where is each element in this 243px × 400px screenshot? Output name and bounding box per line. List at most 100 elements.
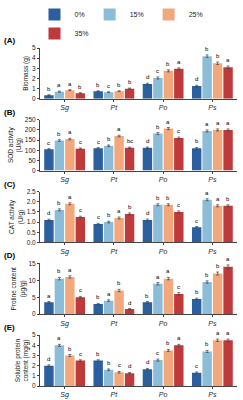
- svg-text:b: b: [57, 131, 61, 137]
- svg-text:b: b: [195, 138, 199, 144]
- svg-text:Po: Po: [159, 176, 168, 183]
- svg-text:a: a: [68, 194, 72, 200]
- svg-text:b: b: [156, 124, 160, 130]
- svg-text:b: b: [57, 268, 61, 274]
- svg-text:a: a: [166, 268, 170, 274]
- svg-text:a: a: [177, 335, 181, 341]
- svg-text:c: c: [107, 83, 110, 89]
- svg-text:b: b: [205, 46, 209, 52]
- svg-text:a: a: [107, 291, 111, 297]
- svg-text:5: 5: [32, 294, 36, 301]
- svg-text:4: 4: [32, 54, 36, 61]
- svg-text:b: b: [145, 293, 149, 299]
- svg-text:Po: Po: [159, 248, 168, 255]
- svg-text:Proline content(μg/g): Proline content(μg/g): [10, 267, 26, 311]
- svg-text:c: c: [177, 202, 180, 208]
- svg-text:Biomass (g): Biomass (g): [22, 56, 30, 91]
- svg-text:c: c: [79, 139, 82, 145]
- svg-text:b: b: [68, 346, 72, 352]
- svg-text:Pt: Pt: [111, 248, 119, 255]
- svg-text:a: a: [205, 190, 209, 196]
- svg-text:0.5: 0.5: [27, 229, 36, 236]
- svg-text:b: b: [216, 263, 220, 269]
- svg-text:50: 50: [28, 157, 36, 164]
- svg-text:(B): (B): [4, 108, 15, 117]
- svg-text:5: 5: [32, 331, 36, 338]
- svg-text:b: b: [78, 84, 82, 90]
- svg-text:SOD activity(U/g): SOD activity(U/g): [7, 127, 23, 164]
- svg-text:Ps: Ps: [208, 176, 217, 183]
- svg-text:Sg: Sg: [60, 391, 69, 399]
- svg-text:Sg: Sg: [60, 104, 69, 112]
- svg-text:a: a: [205, 121, 209, 127]
- svg-text:c: c: [97, 139, 100, 145]
- svg-text:0: 0: [32, 95, 36, 102]
- svg-text:b: b: [96, 294, 100, 300]
- svg-text:3: 3: [32, 65, 36, 72]
- svg-text:15: 15: [28, 260, 36, 267]
- svg-text:a: a: [68, 267, 72, 273]
- svg-text:a: a: [216, 196, 220, 202]
- svg-text:b: b: [57, 200, 61, 206]
- svg-text:0: 0: [32, 310, 36, 317]
- svg-text:a: a: [47, 293, 51, 299]
- svg-text:Soluble proteincontent (mg/g): Soluble proteincontent (mg/g): [14, 339, 30, 383]
- svg-text:b: b: [226, 196, 230, 202]
- svg-text:a: a: [226, 256, 230, 262]
- svg-text:b: b: [107, 212, 111, 218]
- svg-text:a: a: [226, 57, 230, 63]
- svg-text:1: 1: [32, 85, 36, 92]
- svg-text:Ps: Ps: [208, 104, 217, 111]
- svg-text:Pt: Pt: [111, 104, 119, 111]
- svg-text:bc: bc: [127, 138, 133, 144]
- svg-text:a: a: [117, 126, 121, 132]
- svg-text:a: a: [226, 120, 230, 126]
- svg-text:c: c: [79, 207, 82, 213]
- svg-text:150: 150: [25, 136, 36, 143]
- svg-text:(E): (E): [4, 323, 15, 332]
- svg-text:c: c: [47, 140, 50, 146]
- svg-text:c: c: [177, 128, 180, 134]
- svg-text:b: b: [96, 351, 100, 357]
- svg-text:1.5: 1.5: [27, 208, 36, 215]
- svg-text:(D): (D): [4, 251, 15, 260]
- svg-text:b: b: [107, 360, 111, 366]
- svg-text:c: c: [156, 68, 159, 74]
- svg-text:Sg: Sg: [60, 320, 69, 328]
- svg-text:(C): (C): [4, 180, 15, 189]
- svg-text:a: a: [177, 59, 181, 65]
- svg-text:4: 4: [32, 342, 36, 349]
- svg-text:Po: Po: [159, 104, 168, 111]
- svg-text:b: b: [96, 82, 100, 88]
- svg-text:Po: Po: [159, 391, 168, 398]
- svg-text:a: a: [117, 208, 121, 214]
- svg-text:a: a: [156, 274, 160, 280]
- svg-text:(A): (A): [4, 36, 15, 45]
- svg-text:2.5: 2.5: [27, 188, 36, 195]
- svg-text:b: b: [195, 289, 199, 295]
- svg-text:Pt: Pt: [111, 320, 119, 327]
- svg-text:b: b: [128, 204, 132, 210]
- svg-text:250: 250: [25, 116, 36, 123]
- svg-text:0.0: 0.0: [27, 239, 36, 246]
- svg-text:d: d: [128, 363, 131, 369]
- svg-text:25%: 25%: [189, 11, 203, 18]
- svg-text:b: b: [166, 195, 170, 201]
- svg-text:2.0: 2.0: [27, 198, 36, 205]
- svg-text:c: c: [97, 214, 100, 220]
- svg-text:d: d: [146, 138, 149, 144]
- svg-text:b: b: [128, 79, 132, 85]
- svg-text:d: d: [146, 74, 149, 80]
- svg-text:b: b: [216, 53, 220, 59]
- svg-text:0: 0: [32, 382, 36, 389]
- svg-text:Pt: Pt: [111, 391, 119, 398]
- svg-text:b: b: [47, 86, 51, 92]
- svg-text:10: 10: [28, 277, 36, 284]
- svg-text:a: a: [226, 330, 230, 336]
- svg-text:d: d: [146, 359, 149, 365]
- svg-text:a: a: [68, 81, 72, 87]
- svg-text:a: a: [166, 119, 170, 125]
- svg-text:Ps: Ps: [208, 320, 217, 327]
- svg-text:0: 0: [32, 167, 36, 174]
- svg-text:a: a: [216, 120, 220, 126]
